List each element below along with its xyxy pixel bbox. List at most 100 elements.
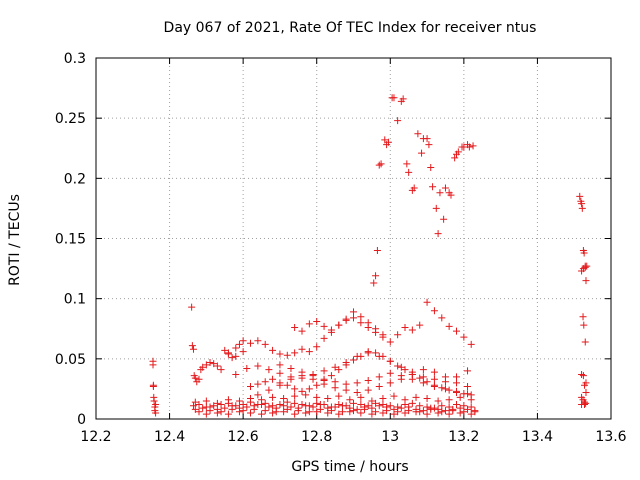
data-point: [335, 401, 343, 409]
data-point: [357, 313, 365, 321]
data-point: [397, 372, 405, 380]
data-point: [239, 401, 247, 409]
x-tick-label: 13.2: [448, 429, 479, 445]
data-point: [320, 375, 328, 383]
data-point: [451, 154, 459, 162]
data-point: [408, 326, 416, 334]
data-point: [447, 191, 455, 199]
data-point: [379, 401, 387, 409]
data-point: [239, 407, 247, 415]
data-point: [580, 321, 588, 329]
data-point: [276, 350, 284, 358]
data-point: [243, 364, 251, 372]
data-point: [375, 161, 383, 169]
data-point: [265, 366, 273, 374]
data-point: [438, 314, 446, 322]
data-point: [239, 337, 247, 345]
data-point: [377, 160, 385, 168]
data-point: [254, 337, 262, 345]
data-point: [379, 409, 387, 417]
data-point: [302, 409, 310, 417]
data-point: [316, 405, 324, 413]
data-point: [438, 408, 446, 416]
data-point: [269, 375, 277, 383]
data-point: [441, 407, 449, 415]
data-point: [401, 324, 409, 332]
data-point: [350, 399, 357, 407]
data-point: [469, 142, 477, 150]
data-point: [302, 402, 310, 410]
data-point: [429, 183, 437, 191]
data-points: [149, 94, 591, 418]
data-point: [454, 148, 462, 156]
data-point: [401, 366, 409, 374]
data-point: [305, 385, 313, 393]
data-point: [342, 380, 350, 388]
data-point: [386, 338, 394, 346]
data-point: [189, 345, 197, 353]
data-point: [320, 322, 328, 330]
data-point: [401, 396, 409, 404]
data-point: [467, 403, 475, 411]
data-point: [235, 397, 243, 405]
data-point: [361, 405, 369, 413]
data-point: [313, 408, 321, 416]
data-point: [386, 402, 394, 410]
data-point: [247, 383, 254, 391]
data-point: [283, 381, 291, 389]
grid-lines: [96, 58, 611, 419]
x-tick-label: 12.8: [301, 429, 332, 445]
data-point: [445, 403, 453, 411]
data-point: [372, 408, 380, 416]
data-point: [272, 408, 280, 416]
data-point: [373, 247, 381, 255]
data-point: [302, 391, 310, 399]
data-point: [467, 410, 475, 418]
data-point: [578, 200, 586, 208]
data-point: [210, 402, 218, 410]
data-point: [276, 379, 284, 387]
data-point: [414, 130, 422, 138]
data-point: [188, 303, 196, 311]
data-point: [283, 405, 291, 413]
data-point: [195, 408, 203, 416]
data-point: [438, 402, 446, 410]
data-point: [580, 249, 588, 257]
data-point: [258, 410, 266, 418]
data-point: [383, 407, 391, 415]
data-point: [434, 230, 442, 238]
data-point: [445, 410, 453, 418]
data-point: [327, 407, 335, 415]
data-point: [576, 192, 584, 200]
data-point: [408, 375, 416, 383]
data-point: [419, 379, 427, 387]
data-point: [324, 395, 332, 403]
data-point: [258, 396, 266, 404]
data-point: [202, 361, 210, 369]
data-point: [269, 346, 277, 354]
data-point: [224, 396, 232, 404]
data-point: [370, 279, 378, 287]
data-point: [372, 349, 380, 357]
data-point: [313, 343, 321, 351]
data-point: [423, 298, 431, 306]
data-point: [206, 407, 214, 415]
data-point: [287, 375, 295, 383]
x-tick-label: 13.6: [595, 429, 626, 445]
data-point: [298, 401, 306, 409]
data-point: [228, 405, 236, 413]
data-point: [210, 360, 218, 368]
data-point: [228, 354, 236, 362]
data-point: [320, 367, 328, 375]
data-point: [283, 398, 291, 406]
data-point: [582, 389, 590, 397]
data-point: [350, 407, 357, 415]
data-point: [379, 395, 387, 403]
data-point: [357, 409, 365, 417]
data-point: [247, 339, 254, 347]
data-point: [464, 367, 472, 375]
data-point: [250, 405, 258, 413]
y-tick-label: 0.05: [55, 352, 86, 368]
data-point: [298, 345, 306, 353]
x-tick-label: 12.4: [154, 429, 185, 445]
